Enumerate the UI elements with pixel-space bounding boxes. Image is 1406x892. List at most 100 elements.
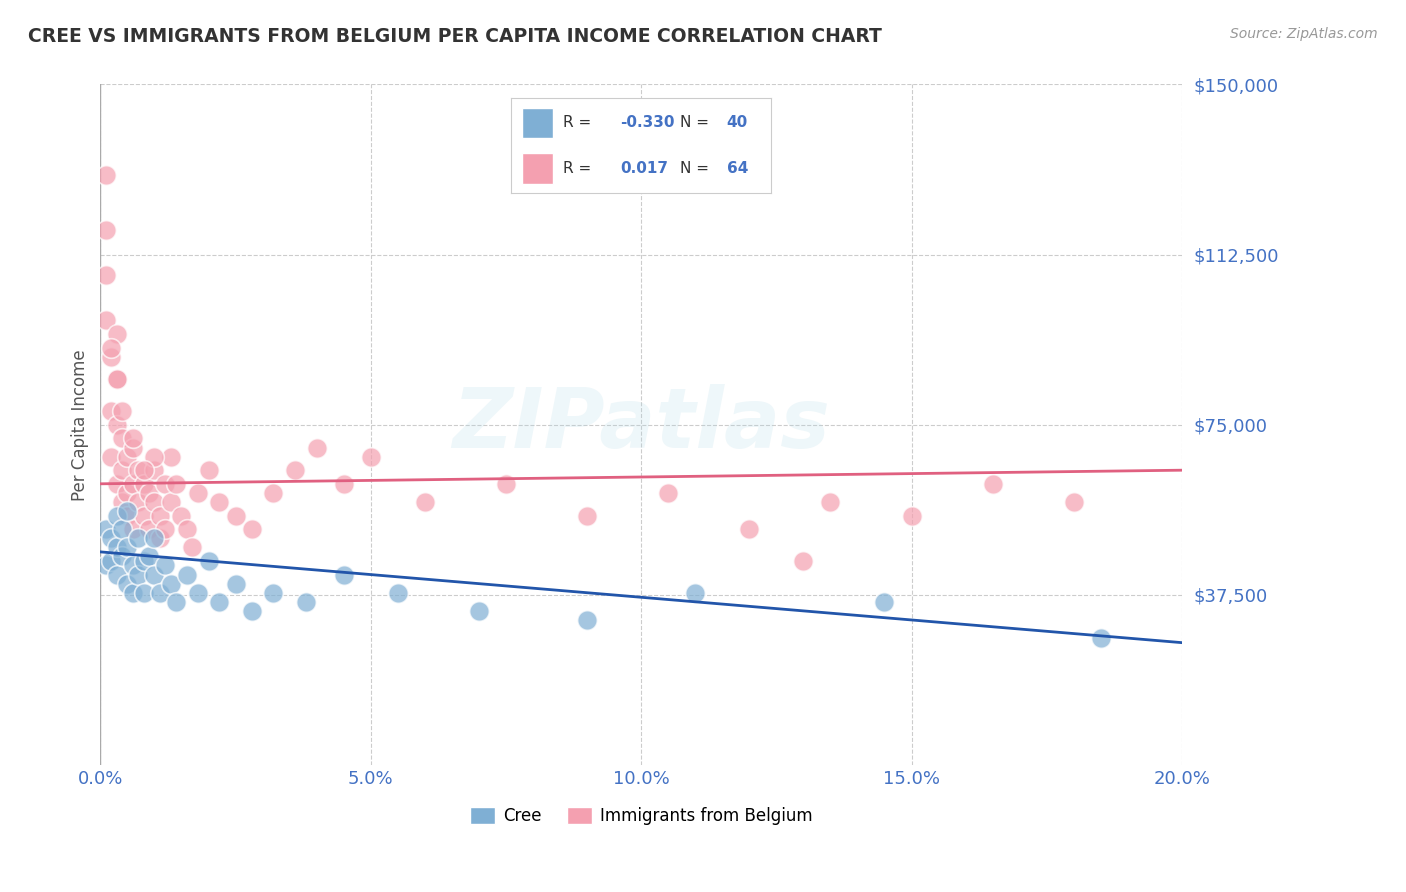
Point [127,567,149,582]
Point [1090,631,1112,645]
Point [121,476,143,491]
Text: CREE VS IMMIGRANTS FROM BELGIUM PER CAPITA INCOME CORRELATION CHART: CREE VS IMMIGRANTS FROM BELGIUM PER CAPI… [28,27,882,45]
Point [387,585,409,599]
Point [159,450,181,464]
Point [900,508,922,523]
Point [155,558,177,573]
Point [187,585,209,599]
Point [332,476,354,491]
Point [159,495,181,509]
Point [165,476,187,491]
Point [127,495,149,509]
Point [117,576,139,591]
Point [94,268,117,282]
Point [105,417,128,432]
Point [100,341,122,355]
Point [792,554,814,568]
Point [360,450,382,464]
Point [149,508,172,523]
Point [117,486,139,500]
Point [143,531,166,545]
Point [176,567,198,582]
Point [332,567,354,582]
Point [132,476,155,491]
Point [111,463,134,477]
Point [262,486,284,500]
Point [132,585,155,599]
Point [111,495,134,509]
Point [240,604,263,618]
Point [138,486,160,500]
Point [121,585,143,599]
Point [94,522,117,536]
Point [127,463,149,477]
Point [105,567,128,582]
Point [105,372,128,386]
Point [100,350,122,364]
Text: Source: ZipAtlas.com: Source: ZipAtlas.com [1230,27,1378,41]
Point [121,441,143,455]
Point [117,541,139,555]
Point [121,558,143,573]
Point [820,495,842,509]
Point [132,463,155,477]
Point [117,450,139,464]
Point [197,554,219,568]
Point [170,508,193,523]
Point [657,486,679,500]
Point [683,585,706,599]
Point [468,604,491,618]
Point [143,567,166,582]
Point [143,463,166,477]
Point [100,404,122,418]
Point [111,432,134,446]
Point [181,541,204,555]
Text: ZIPatlas: ZIPatlas [453,384,830,466]
Point [100,531,122,545]
Point [143,450,166,464]
Point [165,595,187,609]
Point [94,558,117,573]
Point [111,404,134,418]
Point [117,504,139,518]
Legend: Cree, Immigrants from Belgium: Cree, Immigrants from Belgium [463,800,820,831]
Point [576,613,599,627]
Point [105,476,128,491]
Point [262,585,284,599]
Point [100,554,122,568]
Point [138,549,160,564]
Point [576,508,599,523]
Point [111,549,134,564]
Point [187,486,209,500]
Point [94,222,117,236]
Point [240,522,263,536]
Point [225,508,247,523]
Point [495,476,517,491]
Point [132,554,155,568]
Point [981,476,1004,491]
Point [132,508,155,523]
Point [143,495,166,509]
Point [149,531,172,545]
Point [284,463,307,477]
Point [295,595,318,609]
Point [305,441,328,455]
Point [105,508,128,523]
Point [208,595,231,609]
Point [105,541,128,555]
Point [111,522,134,536]
Point [105,372,128,386]
Point [121,432,143,446]
Point [94,168,117,182]
Point [208,495,231,509]
Point [155,476,177,491]
Point [1063,495,1085,509]
Point [155,522,177,536]
Point [413,495,436,509]
Point [127,531,149,545]
Point [197,463,219,477]
Point [873,595,896,609]
Point [225,576,247,591]
Y-axis label: Per Capita Income: Per Capita Income [72,349,89,500]
Point [121,522,143,536]
